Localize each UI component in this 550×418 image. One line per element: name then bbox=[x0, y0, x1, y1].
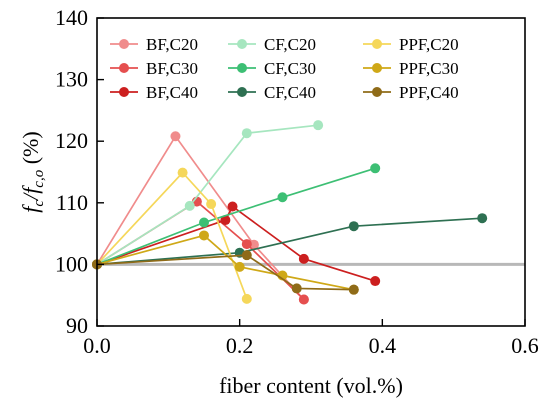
legend-label: PPF,C40 bbox=[399, 83, 459, 102]
data-point bbox=[241, 128, 252, 139]
legend-swatch-marker bbox=[119, 63, 129, 73]
y-axis-title: fc/fc,o (%) bbox=[18, 131, 47, 212]
legend-label: BF,C20 bbox=[146, 35, 198, 54]
legend-swatch-marker bbox=[119, 87, 129, 97]
series-bf-c40 bbox=[92, 201, 381, 287]
legend-item: PPF,C30 bbox=[363, 59, 459, 78]
x-tick-label: 0.2 bbox=[226, 333, 254, 358]
legend-swatch-marker bbox=[237, 87, 247, 97]
legend-label: BF,C30 bbox=[146, 59, 198, 78]
data-point bbox=[298, 294, 309, 305]
data-point bbox=[370, 163, 381, 174]
data-point bbox=[199, 230, 209, 241]
series-line bbox=[96, 254, 354, 291]
data-point bbox=[206, 199, 217, 210]
data-point bbox=[220, 215, 231, 226]
data-point bbox=[348, 284, 359, 295]
legend-label: CF,C30 bbox=[264, 59, 316, 78]
legend-swatch-marker bbox=[372, 87, 382, 97]
x-axis-title: fiber content (vol.%) bbox=[219, 373, 403, 398]
legend-label: PPF,C30 bbox=[399, 59, 459, 78]
legend-item: CF,C20 bbox=[228, 35, 316, 54]
y-axis-title-mid: /f bbox=[18, 185, 43, 202]
y-tick-label: 120 bbox=[55, 128, 88, 153]
data-point bbox=[277, 192, 288, 203]
x-tick-label: 0.4 bbox=[369, 333, 397, 358]
legend-item: PPF,C20 bbox=[363, 35, 459, 54]
y-axis-title-unit: (%) bbox=[18, 131, 43, 169]
data-point bbox=[291, 283, 302, 294]
x-tick-label: 0.0 bbox=[83, 333, 111, 358]
legend: BF,C20 BF,C30 BF,C40 CF,C20 CF,C30 CF,C40 PPF,… bbox=[110, 35, 459, 102]
y-axis-title-f: f bbox=[18, 204, 43, 213]
data-point bbox=[241, 239, 252, 250]
legend-item: BF,C20 bbox=[110, 35, 198, 54]
data-point bbox=[348, 221, 359, 232]
legend-item: PPF,C40 bbox=[363, 83, 459, 102]
series-line bbox=[96, 167, 376, 266]
series-ppf-c40 bbox=[92, 250, 359, 295]
legend-swatch-marker bbox=[237, 63, 247, 73]
series-line bbox=[96, 134, 305, 301]
legend-item: BF,C40 bbox=[110, 83, 198, 102]
y-axis-title-sub1: c bbox=[31, 200, 47, 207]
legend-swatch-marker bbox=[372, 63, 382, 73]
data-point bbox=[370, 276, 381, 287]
series-layer bbox=[92, 120, 488, 305]
y-tick-label: 140 bbox=[55, 5, 88, 30]
legend-item: BF,C30 bbox=[110, 59, 198, 78]
series-line bbox=[96, 200, 305, 301]
legend-label: BF,C40 bbox=[146, 83, 198, 102]
legend-label: CF,C20 bbox=[264, 35, 316, 54]
data-point bbox=[241, 293, 252, 304]
series-line bbox=[96, 217, 483, 266]
data-point bbox=[241, 250, 252, 261]
data-point bbox=[170, 131, 181, 142]
legend-swatch-marker bbox=[372, 39, 382, 49]
data-point bbox=[313, 120, 324, 131]
legend-label: CF,C40 bbox=[264, 83, 316, 102]
y-tick-label: 100 bbox=[55, 251, 88, 276]
x-tick-label: 0.6 bbox=[511, 333, 539, 358]
data-point bbox=[199, 217, 209, 228]
legend-swatch-marker bbox=[237, 39, 247, 49]
data-point bbox=[477, 213, 488, 224]
y-tick-label: 130 bbox=[55, 67, 88, 92]
legend-item: CF,C40 bbox=[228, 83, 316, 102]
data-point bbox=[298, 253, 309, 264]
data-point bbox=[248, 239, 259, 250]
y-axis-title-sub2: c,o bbox=[31, 169, 47, 187]
data-point bbox=[177, 167, 188, 178]
series-line bbox=[96, 124, 319, 266]
legend-label: PPF,C20 bbox=[399, 35, 459, 54]
axis-ticks: 90 100 110 120 130 140 0.0 0.2 0.4 0.6 bbox=[55, 5, 539, 358]
series-bf-c30 bbox=[92, 196, 309, 305]
data-point bbox=[184, 200, 195, 211]
series-bf-c20 bbox=[92, 131, 309, 305]
y-tick-label: 90 bbox=[66, 313, 88, 338]
y-tick-label: 110 bbox=[56, 190, 88, 215]
data-point bbox=[234, 261, 245, 272]
series-line bbox=[96, 171, 248, 300]
plot-area-frame bbox=[96, 17, 526, 327]
legend-swatch-marker bbox=[119, 39, 129, 49]
legend-item: CF,C30 bbox=[228, 59, 316, 78]
data-point bbox=[227, 201, 238, 212]
